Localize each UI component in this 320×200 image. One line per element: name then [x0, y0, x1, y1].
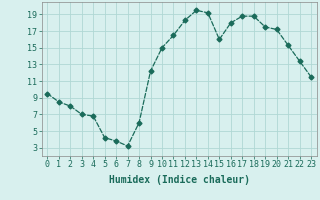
- X-axis label: Humidex (Indice chaleur): Humidex (Indice chaleur): [109, 175, 250, 185]
